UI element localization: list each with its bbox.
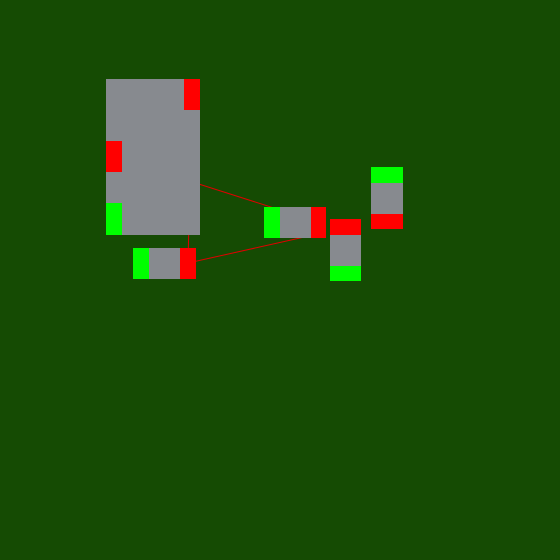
large-block-output-middle[interactable] <box>106 141 122 172</box>
vertical-block-upper[interactable] <box>371 167 403 229</box>
vertical-block-lower[interactable] <box>330 219 361 281</box>
vertical-block-upper-output[interactable] <box>371 214 403 229</box>
small-block-center[interactable] <box>264 207 326 238</box>
small-block-bottom-left-input[interactable] <box>133 248 149 279</box>
wire-small-bottom-left-to-small-center <box>187 233 319 264</box>
small-block-bottom-left-output[interactable] <box>180 248 196 279</box>
vertical-block-lower-input[interactable] <box>330 266 361 281</box>
small-block-bottom-left[interactable] <box>133 248 196 279</box>
small-block-center-output[interactable] <box>311 207 326 238</box>
vertical-block-lower-output[interactable] <box>330 219 361 235</box>
large-block[interactable] <box>106 79 200 235</box>
large-block-input-bottom[interactable] <box>106 203 122 235</box>
vertical-block-upper-input[interactable] <box>371 167 403 183</box>
large-block-output-top[interactable] <box>184 79 200 110</box>
small-block-center-input[interactable] <box>264 207 280 238</box>
